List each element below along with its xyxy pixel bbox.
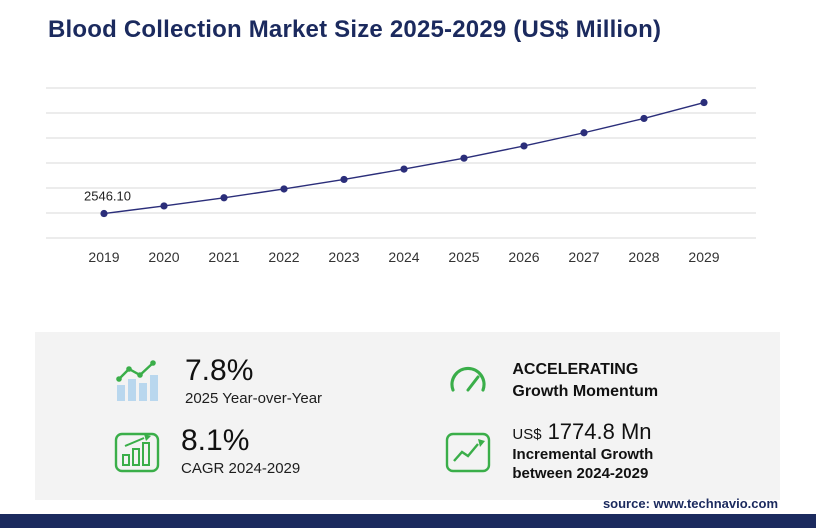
incremental-text: US$ 1774.8 Mn Incremental Growth between…	[512, 419, 653, 484]
cagr-text: 8.1% CAGR 2024-2029	[181, 425, 300, 477]
svg-text:2027: 2027	[568, 249, 599, 265]
incremental-currency: US$	[512, 425, 542, 443]
cagr-value: 8.1%	[181, 424, 250, 458]
svg-text:2023: 2023	[328, 249, 359, 265]
svg-text:2029: 2029	[688, 249, 719, 265]
chart-area: 2546.10 2019 2020 2021 2022 2023 2024 2025 2026 2…	[46, 66, 816, 271]
yoy-text: 7.8% 2025 Year-over-Year	[185, 355, 322, 407]
svg-text:2546.10: 2546.10	[84, 189, 131, 204]
source-text: source: www.technavio.com	[602, 496, 778, 511]
svg-text:2025: 2025	[448, 249, 479, 265]
footer-bar	[0, 514, 816, 528]
line-growth-frame-icon	[446, 432, 491, 473]
svg-text:2028: 2028	[628, 249, 659, 265]
svg-text:2022: 2022	[268, 249, 299, 265]
svg-text:2024: 2024	[388, 249, 419, 265]
momentum-line1: ACCELERATING	[512, 361, 639, 379]
momentum-line2: Growth Momentum	[512, 383, 659, 400]
incremental-label2: between 2024-2029	[512, 465, 649, 482]
incremental-label1: Incremental Growth	[512, 445, 654, 463]
cagr-label: CAGR 2024-2029	[181, 459, 301, 477]
market-line-chart: 2546.10 2019 2020 2021 2022 2023 2024 2025 2026 2…	[46, 87, 756, 265]
momentum-text: ACCELERATING Growth Momentum	[512, 359, 658, 402]
svg-text:2021: 2021	[208, 249, 239, 265]
bar-chart-frame-icon	[114, 432, 160, 473]
incremental-value-row: US$ 1774.8 Mn	[512, 419, 653, 445]
yoy-label: 2025 Year-over-Year	[185, 389, 323, 407]
bar-line-growth-icon	[116, 360, 158, 401]
stat-momentum: ACCELERATING Growth Momentum	[444, 357, 760, 405]
incremental-value: 1774.8 Mn	[547, 418, 652, 444]
stat-incremental: US$ 1774.8 Mn Incremental Growth between…	[444, 419, 760, 484]
svg-text:2019: 2019	[88, 249, 119, 265]
svg-text:2020: 2020	[148, 249, 179, 265]
stat-cagr: 8.1% CAGR 2024-2029	[113, 425, 444, 477]
page-title: Blood Collection Market Size 2025-2029 (…	[48, 16, 662, 43]
stat-yoy: 7.8% 2025 Year-over-Year	[113, 355, 444, 407]
speedometer-icon	[450, 366, 486, 392]
yoy-value: 7.8%	[185, 354, 254, 388]
stats-panel: 7.8% 2025 Year-over-Year ACCELERATING Gr…	[35, 332, 780, 500]
svg-text:2026: 2026	[508, 249, 539, 265]
